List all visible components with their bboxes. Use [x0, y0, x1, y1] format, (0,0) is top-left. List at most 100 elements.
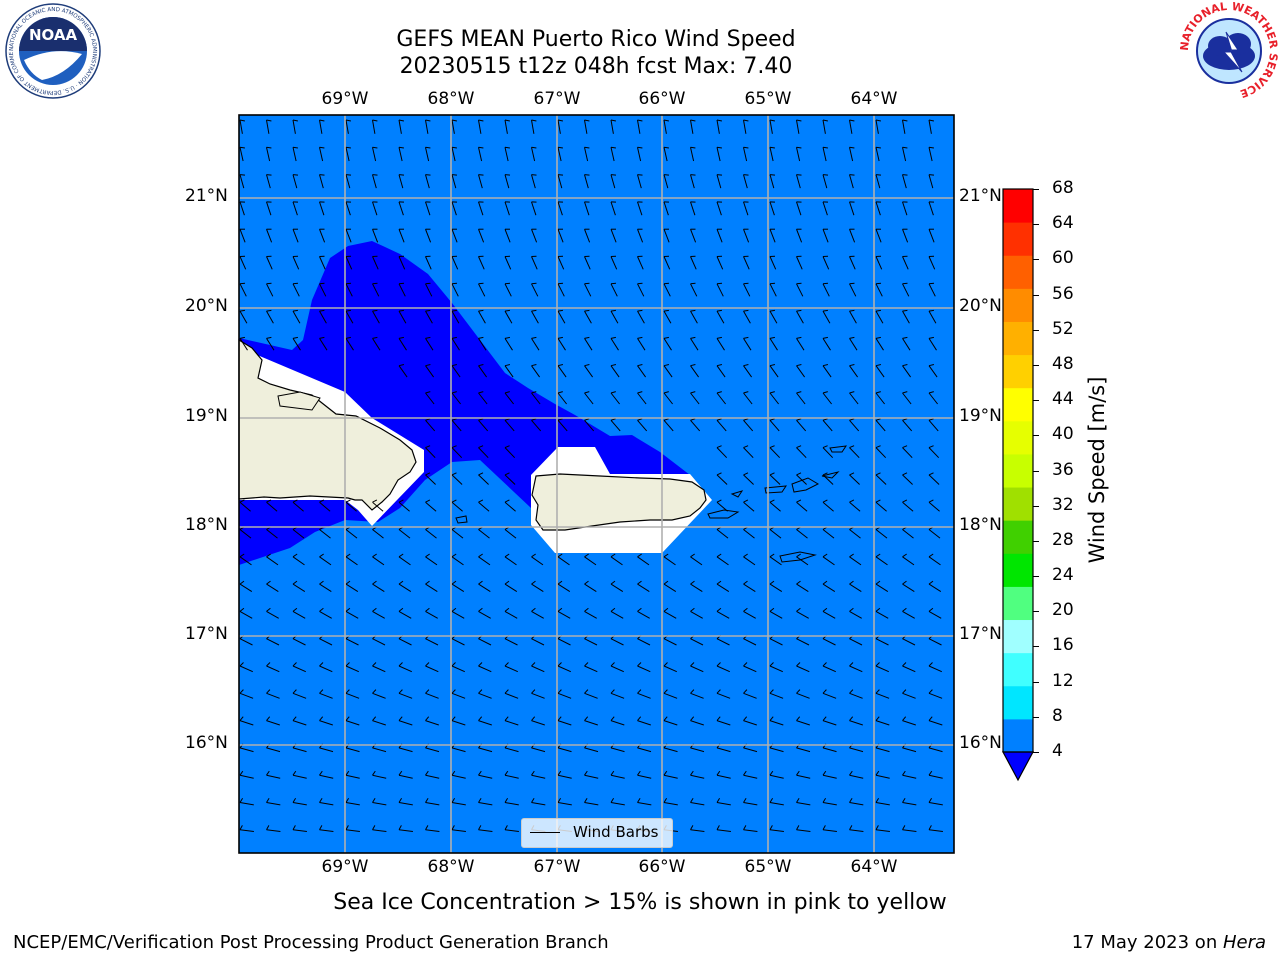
wind-barb-flag	[266, 716, 271, 721]
wind-barb-staff	[690, 829, 705, 832]
wind-barb-staff	[425, 501, 437, 512]
wind-barb-flag	[531, 174, 537, 176]
wind-barb-flag	[610, 580, 616, 585]
wind-barb-staff	[928, 529, 941, 539]
wind-barb-staff	[928, 692, 943, 699]
wind-barb-staff	[769, 583, 783, 593]
wind-barb-flag	[504, 119, 510, 122]
wind-barb-staff	[531, 283, 539, 297]
wind-barb-staff	[822, 201, 828, 216]
wind-barb-staff	[716, 747, 731, 753]
lon-label-top: 65°W	[744, 89, 792, 109]
wind-barb-flag	[637, 770, 641, 776]
wind-barb-staff	[796, 747, 811, 753]
wind-barb-staff	[902, 338, 911, 351]
wind-barb-staff	[637, 392, 647, 405]
wind-barb-staff	[425, 692, 439, 699]
wind-barb-staff	[875, 583, 889, 593]
wind-barb-staff	[557, 283, 565, 297]
wind-barb-staff	[531, 338, 540, 351]
wind-barb-flag	[769, 336, 776, 339]
wind-barb-flag	[531, 119, 537, 122]
wind-barb-staff	[690, 201, 696, 216]
wind-barb-flag	[266, 119, 272, 122]
wind-barb-staff	[372, 174, 377, 189]
wind-barb-flag	[319, 336, 325, 339]
wind-barb-staff	[902, 583, 915, 593]
wind-barb-staff	[504, 174, 510, 189]
wind-barb-staff	[743, 747, 758, 753]
wind-barb-flag	[425, 499, 431, 503]
wind-barb-flag	[690, 689, 695, 694]
wind-barb-flag	[584, 580, 589, 585]
lat-label-right: 17°N	[959, 624, 1002, 644]
wind-barb-staff	[319, 147, 324, 162]
wind-barb-flag	[822, 607, 828, 612]
wind-barb-flag	[239, 716, 244, 721]
wind-barb-staff	[663, 283, 671, 297]
wind-barb-flag	[769, 662, 774, 667]
wind-barb-staff	[292, 747, 307, 753]
wind-barb-staff	[796, 283, 804, 297]
wind-barb-staff	[849, 201, 855, 216]
wind-barb-flag	[743, 689, 748, 694]
wind-barb-staff	[849, 229, 856, 243]
chart-title: GEFS MEAN Puerto Rico Wind Speed	[396, 27, 796, 52]
wind-barb-staff	[266, 829, 281, 832]
wind-barb-staff	[425, 474, 436, 485]
wind-barb-staff	[849, 829, 864, 832]
wind-barb-staff	[796, 774, 811, 779]
wind-barb-flag	[875, 662, 880, 667]
wind-barb-staff	[557, 174, 563, 189]
chart-subtitle-run: 20230515 t12z 048h fcst Max: 7.40	[399, 54, 793, 79]
wind-barb-staff	[822, 174, 828, 189]
wind-barb-staff	[928, 720, 943, 726]
wind-barb-flag	[743, 499, 749, 503]
wind-barb-flag	[928, 580, 934, 585]
wind-barb-staff	[743, 556, 756, 566]
wind-barb-flag	[292, 770, 297, 776]
wind-barb-flag	[743, 607, 748, 612]
wind-barb-flag	[345, 174, 352, 176]
wind-barb-flag	[266, 499, 272, 503]
wind-barb-staff	[451, 529, 464, 539]
wind-barb-staff	[266, 692, 280, 699]
wind-barb-staff	[266, 802, 281, 806]
wind-barb-staff	[796, 201, 802, 216]
wind-barb-flag	[266, 825, 270, 831]
wind-barb-staff	[743, 774, 758, 779]
wind-barb-staff	[239, 583, 253, 593]
wind-barb-staff	[425, 392, 435, 405]
wind-barb-flag	[743, 716, 748, 721]
wind-barb-flag	[451, 472, 457, 476]
wind-barb-staff	[239, 774, 254, 779]
wind-barb-staff	[796, 610, 809, 619]
wind-barb-flag	[319, 770, 323, 776]
wind-barb-staff	[478, 392, 488, 405]
wind-barb-flag	[690, 309, 696, 312]
wind-barb-flag	[584, 336, 590, 339]
wind-barb-staff	[743, 692, 757, 699]
wind-barb-staff	[769, 365, 779, 378]
wind-barb-staff	[372, 665, 386, 673]
wind-barb-staff	[637, 147, 642, 162]
wind-barb-flag	[902, 282, 908, 285]
wind-barb-staff	[610, 638, 624, 646]
wind-barb-flag	[743, 391, 749, 394]
wind-barb-staff	[504, 692, 519, 699]
wind-barb-staff	[451, 556, 464, 566]
wind-barb-flag	[557, 391, 563, 394]
colorbar-segments	[1003, 189, 1033, 753]
wind-barb-staff	[875, 229, 882, 243]
wind-barb-staff	[531, 583, 544, 593]
wind-barb-staff	[557, 610, 571, 619]
wind-barb-staff	[822, 338, 831, 351]
wind-barb-flag	[610, 716, 615, 721]
wind-barb-flag	[875, 309, 881, 312]
wind-barb-flag	[478, 282, 484, 285]
wind-barb-flag	[504, 770, 509, 776]
wind-barb-flag	[716, 146, 722, 149]
wind-barb-staff	[266, 201, 272, 216]
wind-barb-staff	[769, 665, 784, 673]
wind-barb-staff	[690, 556, 703, 566]
